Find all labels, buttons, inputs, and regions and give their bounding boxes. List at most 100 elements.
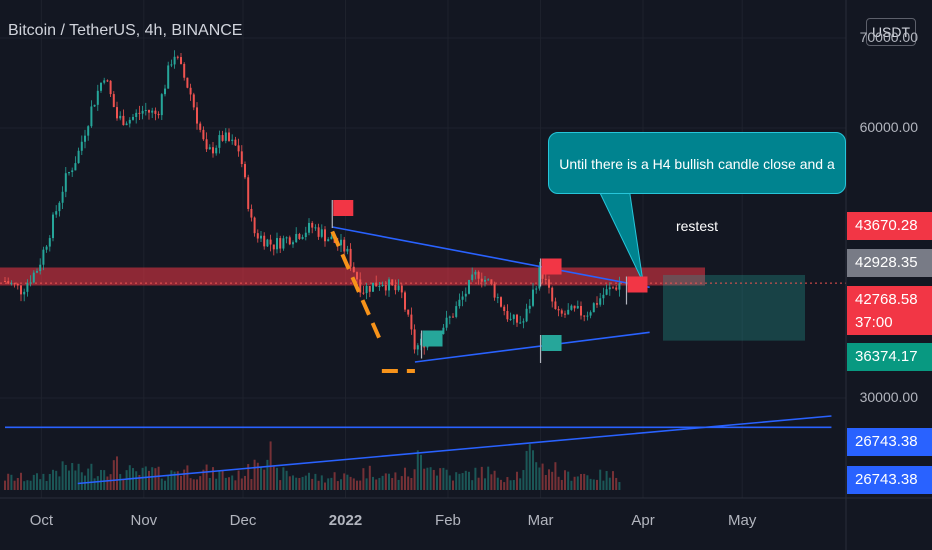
candle-body [45, 246, 48, 250]
annotation-callout[interactable]: Until there is a H4 bullish candle close… [548, 132, 846, 234]
volume-bar [196, 479, 198, 490]
volume-bar [212, 467, 214, 490]
candle-body [93, 104, 96, 107]
price-tag-1: 42928.35 [847, 249, 932, 277]
volume-bar [343, 473, 346, 490]
volume-bar [32, 474, 35, 490]
volume-bar [141, 467, 144, 490]
candle-body [240, 151, 243, 165]
volume-bar [516, 471, 518, 490]
candle-body [55, 211, 58, 215]
volume-bars [4, 441, 621, 490]
volume-bar [180, 475, 182, 490]
candle-body [522, 321, 525, 323]
candle-body [141, 110, 144, 114]
volume-bar [359, 480, 362, 490]
volume-bar [557, 476, 560, 490]
candle-body [618, 283, 621, 290]
candle-body [416, 345, 419, 350]
candle-body [461, 296, 464, 300]
volume-bar [304, 475, 307, 490]
volume-bar [7, 473, 10, 490]
candle-body [125, 123, 128, 126]
candle-body [263, 235, 266, 247]
volume-bar [423, 468, 426, 490]
flag-0 [333, 200, 354, 216]
volume-bar [157, 466, 160, 490]
volume-bar [429, 467, 432, 490]
candle-body [477, 271, 480, 279]
volume-bar [576, 476, 579, 490]
volume-bar [39, 479, 42, 490]
candle-body [567, 309, 570, 315]
candle-body [468, 279, 470, 294]
volume-bar [148, 470, 150, 490]
volume-bar [282, 467, 285, 490]
volume-bar [164, 480, 166, 490]
volume-bar [458, 473, 461, 490]
currency-button[interactable]: USDT [866, 18, 916, 46]
volume-bar [272, 466, 275, 490]
volume-bar [340, 479, 342, 490]
candle-body [471, 274, 474, 280]
candle-body [586, 315, 589, 317]
volume-bar [615, 477, 618, 490]
candle-body [77, 150, 80, 164]
volume-bar [384, 473, 387, 490]
volume-bar [336, 481, 339, 490]
candle-body [532, 289, 534, 306]
candle-body [266, 239, 269, 247]
candle-body [391, 279, 394, 286]
trendline-3 [77, 415, 832, 485]
price-tag-4: 36374.17 [847, 343, 932, 371]
volume-bar [317, 480, 320, 490]
volume-bar [256, 462, 259, 490]
candle-body [20, 285, 22, 295]
candle-body [612, 287, 614, 289]
volume-bar [42, 473, 45, 490]
candle-body [154, 110, 157, 114]
candle-body [32, 272, 35, 283]
volume-bar [381, 475, 384, 490]
candle-body [260, 235, 262, 239]
volume-bar [586, 475, 589, 490]
price-tick-1: 60000.00 [859, 119, 918, 135]
candle-body [269, 239, 272, 245]
volume-bar [439, 468, 442, 490]
volume-bar [231, 475, 234, 490]
candle-body [128, 119, 131, 124]
candle-body [330, 236, 333, 240]
candle-body [7, 281, 10, 284]
candle-body [493, 283, 496, 298]
candle-body [84, 135, 86, 142]
volume-bar [426, 467, 429, 490]
volume-bar [461, 473, 464, 490]
candles [4, 50, 621, 356]
volume-bar [346, 474, 349, 490]
volume-bar [109, 474, 112, 490]
candle-body [615, 287, 618, 290]
candle-body [349, 248, 352, 267]
volume-bar [570, 480, 573, 490]
candle-body [119, 115, 122, 119]
candle-body [224, 132, 227, 141]
volume-bar [266, 459, 269, 490]
volume-bar [263, 469, 266, 490]
volume-bar [541, 463, 544, 490]
candle-body [458, 299, 461, 307]
volume-bar [349, 476, 352, 490]
candle-body [410, 314, 413, 330]
volume-bar [96, 476, 99, 490]
candle-body [573, 305, 576, 309]
volume-bar [208, 477, 211, 490]
candle-body [343, 239, 346, 252]
volume-bar [112, 460, 115, 490]
chart-title: Bitcoin / TetherUS, 4h, BINANCE [8, 22, 243, 39]
candle-body [247, 177, 250, 209]
volume-bar [330, 477, 333, 490]
candle-body [52, 214, 54, 239]
candle-body [189, 87, 192, 95]
volume-bar [298, 477, 301, 490]
volume-bar [20, 472, 22, 490]
